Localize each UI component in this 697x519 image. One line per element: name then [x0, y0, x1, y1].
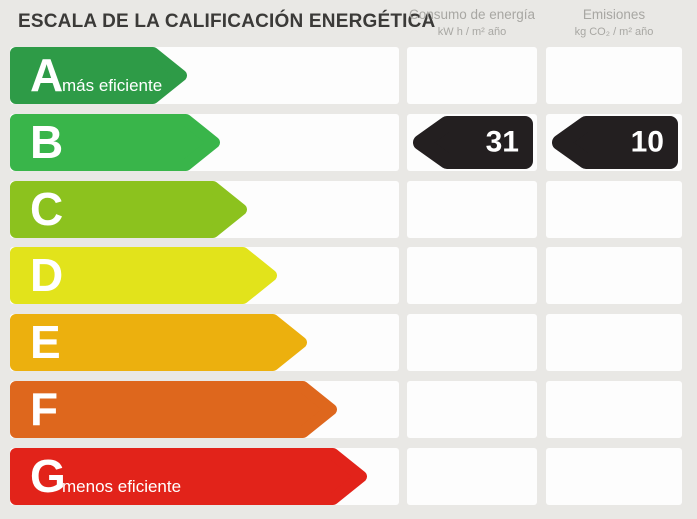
- rating-letter: A: [30, 48, 64, 101]
- consumo-cell: 31: [407, 114, 537, 171]
- rating-row: D: [0, 247, 697, 304]
- emisiones-cell: [546, 247, 682, 304]
- rating-scale-band: D: [10, 247, 399, 304]
- rating-row: B 31 10: [0, 114, 697, 171]
- rating-letter: E: [30, 315, 61, 368]
- rating-arrow-icon: [10, 381, 337, 438]
- rating-row: E: [0, 314, 697, 371]
- page-title: ESCALA DE LA CALIFICACIÓN ENERGÉTICA: [18, 11, 436, 32]
- rating-scale-band: E: [10, 314, 399, 371]
- emisiones-label: Emisiones: [582, 7, 646, 22]
- emisiones-unit: kg CO₂ / m² año: [574, 26, 654, 39]
- consumo-cell: [407, 47, 537, 104]
- rating-letter: D: [30, 248, 64, 301]
- consumo-value: 31: [485, 124, 519, 158]
- rating-scale-band: A más eficiente: [10, 47, 399, 104]
- rating-sublabel: más eficiente: [62, 76, 163, 95]
- emisiones-value-arrow-icon: 10: [552, 116, 678, 169]
- consumo-cell: [407, 247, 537, 304]
- consumo-cell: [407, 181, 537, 238]
- rating-row: G menos eficiente: [0, 448, 697, 505]
- column-header-consumo: Consumo de energía kW h / m² año: [400, 7, 544, 38]
- rating-row: C: [0, 181, 697, 238]
- rating-letter: F: [30, 382, 59, 435]
- emisiones-cell: [546, 47, 682, 104]
- rating-row: F: [0, 381, 697, 438]
- consumo-cell: [407, 381, 537, 438]
- rating-row: A más eficiente: [0, 47, 697, 104]
- consumo-cell: [407, 448, 537, 505]
- consumo-cell: [407, 314, 537, 371]
- emisiones-cell: [546, 314, 682, 371]
- rating-letter: C: [30, 182, 64, 235]
- consumo-value-arrow-icon: 31: [413, 116, 533, 169]
- column-header-emisiones: Emisiones kg CO₂ / m² año: [548, 7, 680, 38]
- emisiones-value: 10: [630, 124, 664, 158]
- consumo-label: Consumo de energía: [408, 7, 536, 22]
- rating-scale-band: F: [10, 381, 399, 438]
- emisiones-cell: [546, 181, 682, 238]
- rating-arrow-icon: [10, 448, 367, 505]
- emisiones-cell: 10: [546, 114, 682, 171]
- rating-arrow-icon: [10, 181, 247, 238]
- rating-scale-band: B: [10, 114, 399, 171]
- emisiones-cell: [546, 381, 682, 438]
- rating-arrow-icon: [10, 114, 220, 171]
- rating-arrow-icon: [10, 247, 277, 304]
- rating-arrow-icon: [10, 314, 307, 371]
- rating-scale-band: C: [10, 181, 399, 238]
- rating-letter: B: [30, 115, 64, 168]
- rating-letter: G: [30, 449, 66, 502]
- rating-scale-band: G menos eficiente: [10, 448, 399, 505]
- consumo-unit: kW h / m² año: [437, 26, 507, 39]
- rating-arrow-icon: [10, 47, 187, 104]
- rating-sublabel: menos eficiente: [62, 477, 182, 496]
- emisiones-cell: [546, 448, 682, 505]
